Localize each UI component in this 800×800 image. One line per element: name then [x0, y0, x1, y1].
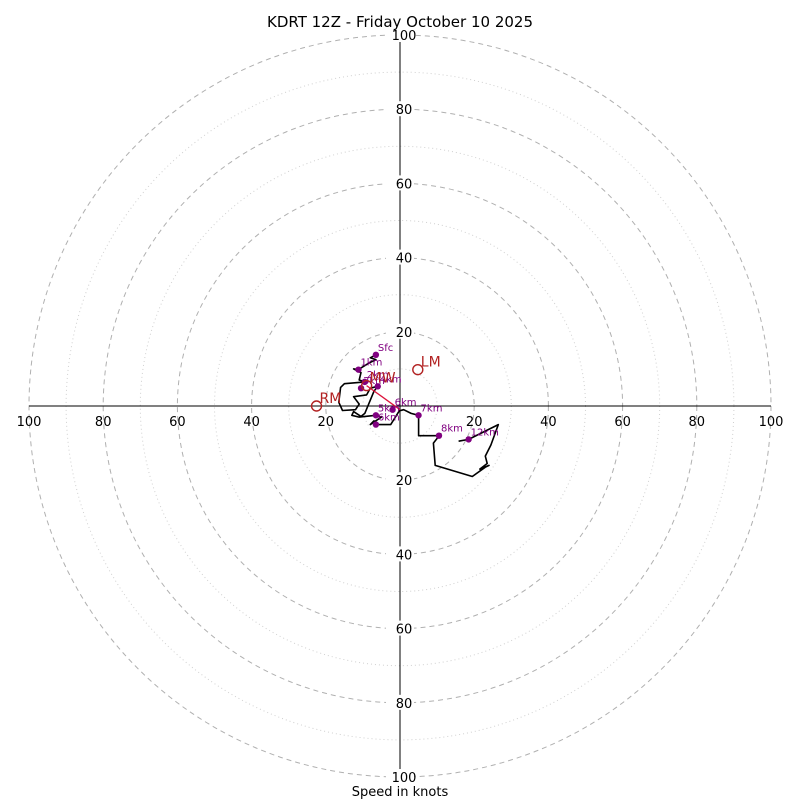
height-marker — [435, 432, 443, 439]
tick-label: 100 — [17, 415, 42, 430]
tick-label: 20 — [396, 474, 413, 489]
tick-label: 60 — [396, 623, 413, 638]
height-marker — [372, 351, 380, 359]
tick-label: 40 — [243, 415, 260, 430]
tick-label-bg — [386, 175, 414, 191]
storm-motion-label: RM — [320, 391, 342, 407]
tick-label: 40 — [396, 252, 413, 267]
height-label: Sfc — [378, 343, 393, 354]
height-label: 2km — [367, 370, 389, 381]
axes — [29, 35, 771, 777]
hodograph-line — [337, 354, 500, 478]
tick-label-bg — [386, 101, 414, 117]
height-label: 4km — [380, 374, 402, 385]
tick-label-bg — [386, 620, 414, 636]
height-label: 3km — [363, 376, 385, 387]
height-marker — [372, 412, 380, 419]
height-marker — [355, 366, 362, 373]
height-marker — [372, 421, 380, 428]
tick-label: 80 — [396, 103, 413, 118]
height-marker — [465, 436, 472, 443]
height-marker — [374, 383, 381, 390]
tick-label: 60 — [396, 177, 413, 192]
storm-motion-marker — [360, 379, 373, 392]
tick-label: 60 — [614, 415, 631, 430]
height-label: 1km — [360, 358, 382, 369]
x-axis-label: Speed in knots — [352, 785, 449, 800]
tick-label: 80 — [396, 697, 413, 712]
height-label: 7km — [421, 403, 443, 414]
tick-label-bg — [386, 769, 414, 784]
tick-label: 100 — [392, 29, 417, 44]
height-marker — [415, 412, 422, 419]
height-label: 8km — [441, 424, 463, 435]
tick-label: 100 — [392, 771, 417, 786]
hodograph-trace — [337, 354, 500, 478]
tick-label-bg — [386, 472, 414, 488]
storm-motion-label: LM — [421, 355, 441, 371]
tick-label-bg — [386, 546, 414, 562]
tick-label: 20 — [396, 326, 413, 341]
storm-motion-marker — [412, 363, 424, 376]
tick-label-bg — [386, 694, 414, 710]
height-label: 6km — [378, 413, 400, 424]
tick-label: 20 — [466, 415, 483, 430]
height-label: 5km — [378, 403, 400, 414]
height-marker — [357, 384, 365, 392]
tick-label: 40 — [396, 548, 413, 563]
tick-label: 100 — [759, 415, 784, 430]
storm-motion-markers: LM RM MW — [310, 355, 441, 412]
tick-label-bg — [386, 27, 414, 42]
chart-title: KDRT 12Z - Friday October 10 2025 — [267, 13, 533, 31]
tick-label: 60 — [169, 415, 186, 430]
tick-labels: 20 20 20 20 40 40 40 40 60 60 60 60 80 80 80 80 100 100 10… — [17, 27, 784, 786]
tick-label: 20 — [318, 415, 335, 430]
tick-label-bg — [386, 323, 414, 339]
height-marker — [389, 406, 396, 413]
tick-label: 80 — [95, 415, 112, 430]
tick-label: 40 — [540, 415, 557, 430]
mean-wind-arrow — [366, 385, 401, 411]
storm-motion-marker — [310, 400, 323, 412]
height-label: 6km — [395, 398, 417, 409]
storm-motion-label: MW — [370, 371, 396, 387]
tick-label: 80 — [689, 415, 706, 430]
tick-label-bg — [386, 249, 414, 265]
height-label: 12km — [471, 427, 499, 438]
